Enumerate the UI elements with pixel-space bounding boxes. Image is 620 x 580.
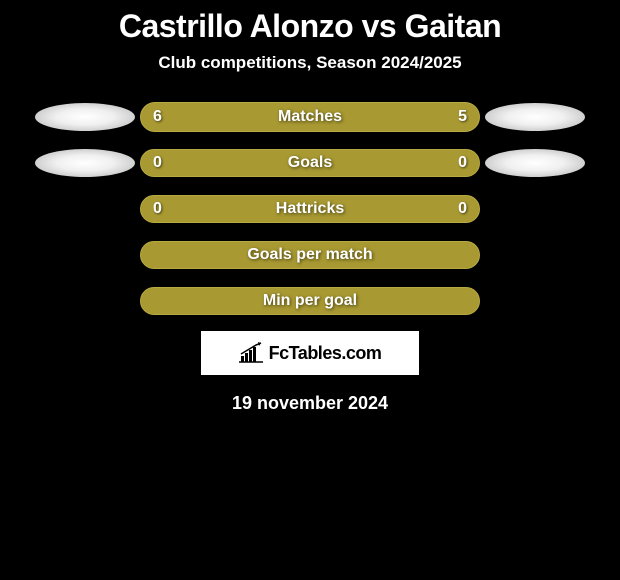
left-player-avatar-slot bbox=[30, 241, 140, 269]
stat-left-value: 0 bbox=[153, 200, 183, 218]
stat-right-value: 5 bbox=[437, 108, 467, 126]
player-avatar-ellipse bbox=[485, 149, 585, 177]
stat-row-matches: 6 Matches 5 bbox=[0, 101, 620, 133]
player-avatar-ellipse bbox=[35, 149, 135, 177]
stat-bar-goals: 0 Goals 0 bbox=[140, 149, 480, 177]
right-player-avatar-slot bbox=[480, 287, 590, 315]
logo-inner: FcTables.com bbox=[239, 342, 382, 364]
stat-bar-hattricks: 0 Hattricks 0 bbox=[140, 195, 480, 223]
stat-label: Min per goal bbox=[263, 292, 357, 310]
stat-row-goals-per-match: Goals per match bbox=[0, 239, 620, 271]
empty-avatar-slot bbox=[485, 195, 585, 223]
left-player-avatar-slot bbox=[30, 195, 140, 223]
date-text: 19 november 2024 bbox=[0, 393, 620, 414]
stat-label: Goals bbox=[288, 154, 332, 172]
stat-right-value: 0 bbox=[437, 200, 467, 218]
left-player-avatar-slot bbox=[30, 103, 140, 131]
stat-row-goals: 0 Goals 0 bbox=[0, 147, 620, 179]
right-player-avatar-slot bbox=[480, 103, 590, 131]
stat-row-min-per-goal: Min per goal bbox=[0, 285, 620, 317]
logo-box: FcTables.com bbox=[201, 331, 419, 375]
empty-avatar-slot bbox=[35, 287, 135, 315]
player-avatar-ellipse bbox=[485, 103, 585, 131]
subtitle: Club competitions, Season 2024/2025 bbox=[0, 53, 620, 73]
empty-avatar-slot bbox=[485, 287, 585, 315]
empty-avatar-slot bbox=[35, 241, 135, 269]
page-title: Castrillo Alonzo vs Gaitan bbox=[0, 8, 620, 45]
stat-left-value: 6 bbox=[153, 108, 183, 126]
stat-label: Hattricks bbox=[276, 200, 344, 218]
stat-left-value: 0 bbox=[153, 154, 183, 172]
empty-avatar-slot bbox=[35, 195, 135, 223]
right-player-avatar-slot bbox=[480, 195, 590, 223]
right-player-avatar-slot bbox=[480, 241, 590, 269]
left-player-avatar-slot bbox=[30, 287, 140, 315]
stat-right-value: 0 bbox=[437, 154, 467, 172]
stat-bar-min-per-goal: Min per goal bbox=[140, 287, 480, 315]
right-player-avatar-slot bbox=[480, 149, 590, 177]
empty-avatar-slot bbox=[485, 241, 585, 269]
stat-row-hattricks: 0 Hattricks 0 bbox=[0, 193, 620, 225]
player-avatar-ellipse bbox=[35, 103, 135, 131]
logo-text: FcTables.com bbox=[269, 343, 382, 364]
stat-bar-goals-per-match: Goals per match bbox=[140, 241, 480, 269]
bar-chart-icon bbox=[239, 342, 265, 364]
stat-bar-matches: 6 Matches 5 bbox=[140, 102, 480, 132]
comparison-infographic: Castrillo Alonzo vs Gaitan Club competit… bbox=[0, 0, 620, 414]
left-player-avatar-slot bbox=[30, 149, 140, 177]
stat-label: Goals per match bbox=[247, 246, 372, 264]
stat-label: Matches bbox=[278, 108, 342, 126]
